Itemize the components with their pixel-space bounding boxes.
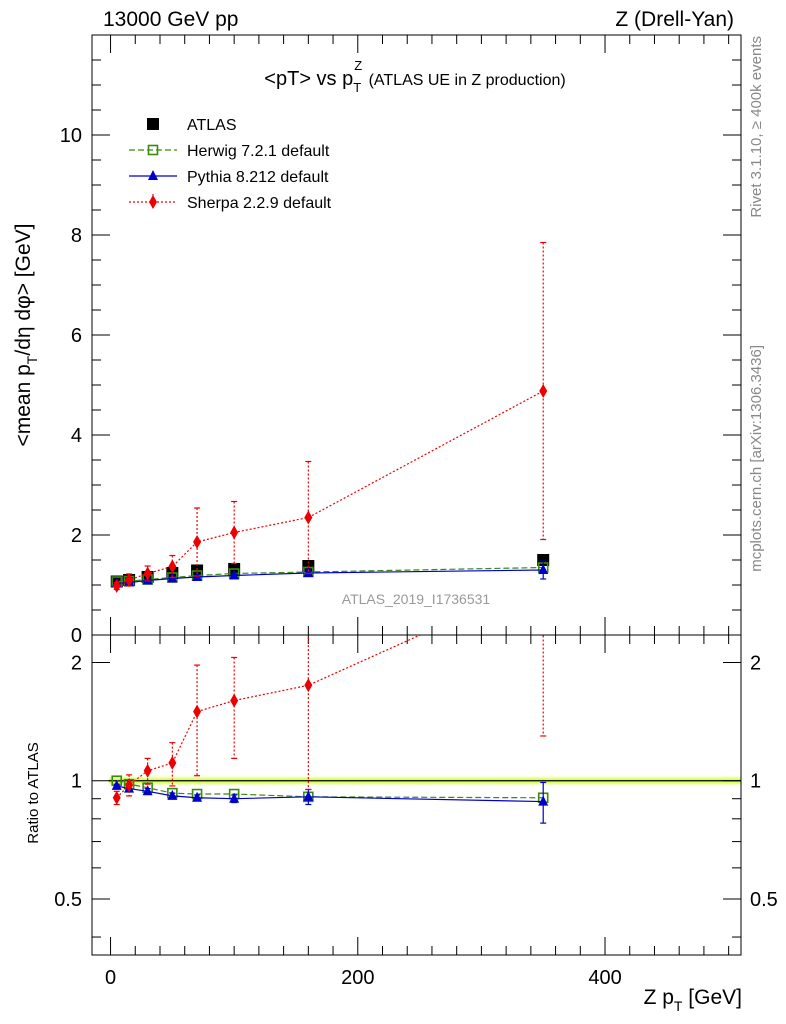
x-axis-label-sub: T (674, 998, 683, 1014)
data-point (142, 785, 153, 796)
data-point (539, 384, 548, 398)
chart-title-main: <pT> vs p (264, 68, 353, 90)
rivet-label: Rivet 3.1.10, ≥ 400k events (748, 36, 765, 218)
y-tick-label: 4 (71, 425, 82, 447)
y-axis-label-pre: <mean p (12, 364, 35, 446)
series-line (116, 569, 544, 585)
chart-title-sup: Z (354, 58, 362, 73)
x-tick-label: 400 (588, 967, 621, 989)
x-tick-label: 0 (105, 967, 116, 989)
chart-title: <pT> vs pTZ (ATLAS UE in Z production) (264, 58, 565, 95)
ratio-plot-series (111, 635, 549, 824)
data-point (304, 678, 313, 693)
y-tick-label: 0 (71, 625, 82, 647)
data-point (192, 791, 203, 802)
header-left: 13000 GeV pp (103, 8, 238, 31)
ratio-tick-label-right: 1 (750, 771, 761, 793)
data-point (303, 567, 314, 577)
y-tick-label: 10 (60, 125, 82, 147)
y-tick-label: 6 (71, 325, 82, 347)
data-point (230, 525, 239, 540)
x-axis-label: Z pT [GeV] (644, 986, 742, 1014)
data-point (143, 566, 152, 581)
ratio-axis-label: Ratio to ATLAS (25, 742, 42, 843)
analysis-watermark: ATLAS_2019_I1736531 (342, 591, 491, 607)
legend: ATLAS Herwig 7.2.1 default Pythia 8.212 de… (129, 117, 332, 212)
data-point (538, 795, 549, 806)
data-point (167, 789, 178, 800)
legend-label: ATLAS (187, 117, 237, 134)
chart-title-sub: T (353, 80, 361, 95)
header-right: Z (Drell-Yan) (615, 8, 734, 31)
data-point (125, 778, 134, 793)
legend-label: Pythia 8.212 default (187, 169, 329, 186)
series-line (116, 780, 544, 799)
data-point (538, 564, 549, 574)
series-line (116, 635, 422, 799)
data-point (112, 579, 121, 593)
series-line (116, 566, 544, 583)
series-sherpa (112, 241, 548, 593)
x-tick-label: 200 (341, 967, 374, 989)
data-point (229, 569, 240, 580)
series-herwig (111, 562, 549, 587)
y-tick-label: 8 (71, 225, 82, 247)
atlas-uncertainty-band (108, 774, 741, 788)
data-point (168, 755, 177, 770)
series-sherpa (112, 635, 547, 806)
data-point (193, 535, 202, 549)
data-point (168, 559, 177, 574)
data-point (147, 118, 159, 130)
y-axis-label: <mean pT/dη dφ> [GeV] (12, 224, 40, 447)
data-point (149, 195, 157, 209)
ratio-tick-label-left: 1 (71, 771, 82, 793)
ratio-tick-label-right: 0.5 (750, 889, 778, 911)
data-point (111, 779, 122, 790)
ratio-tick-label-left: 0.5 (54, 889, 82, 911)
y-axis-label-post: /dη dφ> [GeV] (12, 224, 35, 356)
ratio-tick-label-right: 2 (750, 653, 761, 675)
source-label: mcplots.cern.ch [arXiv:1306.3436] (748, 345, 765, 572)
legend-label: Herwig 7.2.1 default (187, 143, 330, 160)
x-axis-label-post: [GeV] (682, 986, 742, 1009)
axis-ticks: 0 200 400 0 2 4 6 8 10 0.5 0.5 1 1 2 2 (54, 34, 778, 989)
data-point (143, 763, 152, 778)
upper-plot-series (110, 241, 550, 593)
data-point (304, 510, 313, 525)
series-line (116, 390, 544, 587)
y-axis-label-sub: T (24, 355, 40, 364)
x-axis-label-pre: Z p (644, 986, 674, 1009)
ratio-tick-label-left: 2 (71, 653, 82, 675)
data-point (148, 170, 158, 180)
data-point (147, 144, 159, 156)
ratio-frame (91, 634, 742, 956)
data-point (125, 573, 134, 587)
data-point (112, 790, 121, 805)
legend-label: Sherpa 2.2.9 default (187, 195, 332, 212)
chart-title-rest: (ATLAS UE in Z production) (364, 72, 566, 89)
data-point (229, 792, 240, 803)
y-tick-label: 2 (71, 525, 82, 547)
data-point (193, 704, 202, 719)
data-point (303, 790, 314, 801)
data-point (230, 693, 239, 708)
